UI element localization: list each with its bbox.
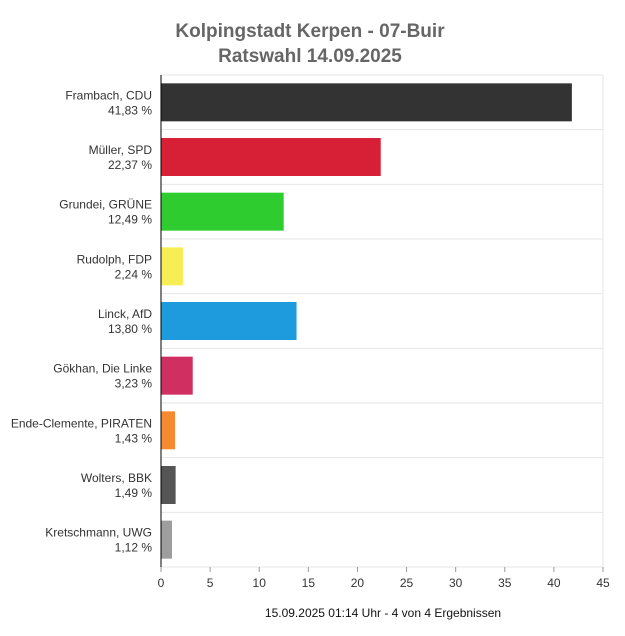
category-value-label: 1,49 % — [115, 486, 153, 500]
category-value-label: 41,83 % — [108, 103, 152, 117]
category-name: Gökhan, Die Linke — [53, 362, 152, 376]
category-name: Rudolph, FDP — [77, 252, 152, 266]
category-value-label: 12,49 % — [108, 213, 152, 227]
chart-title: Kolpingstadt Kerpen - 07-Buir — [175, 21, 445, 42]
bar — [161, 192, 284, 231]
category-name: Linck, AfD — [98, 307, 152, 321]
bars — [161, 83, 572, 559]
x-tick-label: 20 — [351, 576, 365, 590]
category-name: Frambach, CDU — [65, 88, 152, 102]
category-name: Müller, SPD — [89, 143, 153, 157]
category-value-label: 2,24 % — [115, 267, 153, 281]
category-value-label: 13,80 % — [108, 322, 152, 336]
category-value-label: 22,37 % — [108, 158, 152, 172]
x-tick-label: 30 — [449, 576, 463, 590]
category-value-label: 1,43 % — [115, 431, 153, 445]
x-tick-label: 40 — [547, 576, 561, 590]
category-value-label: 1,12 % — [115, 541, 153, 555]
chart-subtitle: Ratswahl 14.09.2025 — [218, 46, 402, 67]
category-name: Ende-Clemente, PIRATEN — [11, 416, 152, 430]
category-name: Kretschmann, UWG — [45, 526, 152, 540]
bar — [161, 356, 193, 395]
category-value-label: 3,23 % — [115, 377, 153, 391]
x-tick-label: 10 — [253, 576, 267, 590]
x-tick-label: 25 — [400, 576, 414, 590]
x-axis-ticks: 0 5 10 15 20 25 30 35 40 45 — [158, 567, 610, 590]
bar — [161, 520, 173, 559]
bar — [161, 83, 572, 122]
bar — [161, 302, 297, 340]
bar — [161, 247, 184, 286]
x-tick-label: 35 — [498, 576, 512, 590]
category-name: Wolters, BBK — [81, 471, 152, 485]
x-tick-label: 45 — [596, 576, 610, 590]
grid-lines — [161, 74, 604, 568]
x-tick-label: 0 — [158, 576, 165, 590]
x-tick-label: 15 — [302, 576, 316, 590]
x-tick-label: 5 — [207, 576, 214, 590]
bar — [161, 466, 176, 504]
category-name: Grundei, GRÜNE — [59, 198, 152, 212]
bar — [161, 411, 176, 450]
bar — [161, 138, 381, 176]
chart-footer: 15.09.2025 01:14 Uhr - 4 von 4 Ergebniss… — [265, 606, 501, 620]
